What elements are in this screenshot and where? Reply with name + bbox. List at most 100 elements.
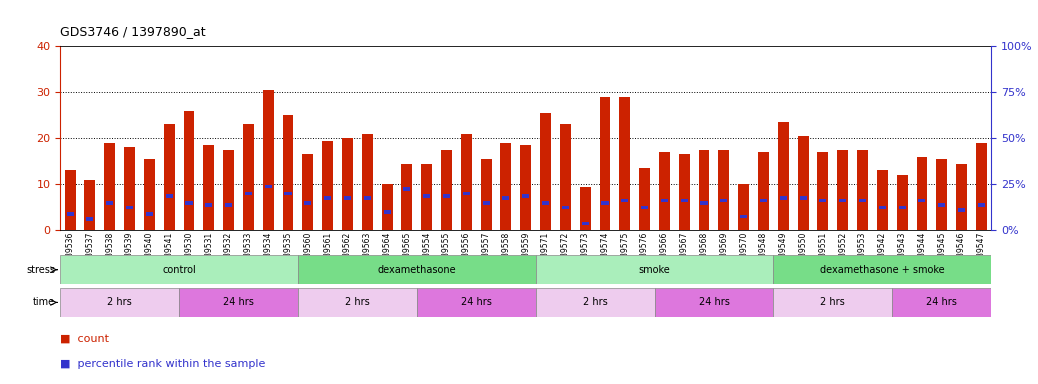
Bar bbox=[84, 180, 95, 230]
Bar bbox=[838, 150, 848, 230]
Bar bbox=[383, 210, 390, 214]
Bar bbox=[859, 199, 866, 202]
Bar bbox=[641, 205, 648, 209]
Bar bbox=[956, 164, 967, 230]
Text: 2 hrs: 2 hrs bbox=[345, 297, 370, 308]
Bar bbox=[601, 201, 608, 205]
Bar bbox=[421, 164, 432, 230]
Bar bbox=[536, 288, 655, 317]
Bar bbox=[661, 199, 668, 202]
Bar bbox=[639, 168, 650, 230]
Bar bbox=[976, 143, 987, 230]
Bar bbox=[520, 145, 531, 230]
Bar bbox=[655, 288, 773, 317]
Bar bbox=[304, 201, 311, 205]
Bar bbox=[679, 154, 689, 230]
Bar bbox=[424, 194, 430, 198]
Text: 2 hrs: 2 hrs bbox=[107, 297, 132, 308]
Bar bbox=[740, 215, 747, 218]
Text: 2 hrs: 2 hrs bbox=[820, 297, 845, 308]
Bar bbox=[206, 203, 213, 207]
Bar bbox=[402, 164, 412, 230]
Bar bbox=[897, 175, 907, 230]
Bar bbox=[773, 255, 991, 284]
Bar bbox=[797, 136, 809, 230]
Bar bbox=[245, 192, 252, 195]
Bar bbox=[777, 122, 789, 230]
Bar bbox=[60, 288, 180, 317]
Text: dexamethasone: dexamethasone bbox=[378, 265, 456, 275]
Text: ■  count: ■ count bbox=[60, 334, 109, 344]
Bar bbox=[559, 124, 571, 230]
Bar bbox=[500, 143, 512, 230]
Bar bbox=[522, 194, 529, 198]
Text: GDS3746 / 1397890_at: GDS3746 / 1397890_at bbox=[60, 25, 206, 38]
Bar bbox=[917, 157, 927, 230]
Text: ■  percentile rank within the sample: ■ percentile rank within the sample bbox=[60, 359, 266, 369]
Bar bbox=[203, 145, 214, 230]
Text: 24 hrs: 24 hrs bbox=[926, 297, 957, 308]
Bar bbox=[659, 152, 670, 230]
Bar bbox=[144, 159, 155, 230]
Bar bbox=[382, 184, 392, 230]
Bar bbox=[106, 201, 113, 205]
Bar bbox=[780, 196, 787, 200]
Text: stress: stress bbox=[26, 265, 55, 275]
Bar bbox=[899, 205, 906, 209]
Bar bbox=[302, 154, 313, 230]
Bar bbox=[60, 255, 298, 284]
Bar bbox=[298, 255, 536, 284]
Bar bbox=[223, 150, 234, 230]
Bar bbox=[758, 152, 769, 230]
Bar bbox=[773, 288, 893, 317]
Bar bbox=[225, 203, 233, 207]
Bar bbox=[877, 170, 887, 230]
Bar bbox=[64, 170, 76, 230]
Bar bbox=[502, 196, 510, 200]
Bar bbox=[324, 196, 331, 200]
Bar bbox=[86, 217, 93, 221]
Bar bbox=[342, 138, 353, 230]
Bar bbox=[818, 152, 828, 230]
Bar bbox=[417, 288, 536, 317]
Bar bbox=[145, 212, 153, 216]
Bar bbox=[819, 199, 826, 202]
Bar bbox=[166, 194, 172, 198]
Bar bbox=[620, 97, 630, 230]
Bar bbox=[298, 288, 417, 317]
Bar bbox=[718, 150, 730, 230]
Bar bbox=[919, 199, 926, 202]
Bar bbox=[738, 184, 749, 230]
Bar bbox=[164, 124, 174, 230]
Bar bbox=[540, 113, 551, 230]
Bar bbox=[180, 288, 298, 317]
Bar bbox=[184, 111, 194, 230]
Bar bbox=[799, 196, 807, 200]
Bar bbox=[701, 201, 708, 205]
Bar bbox=[536, 255, 773, 284]
Text: control: control bbox=[162, 265, 196, 275]
Text: 24 hrs: 24 hrs bbox=[223, 297, 254, 308]
Bar bbox=[938, 203, 946, 207]
Bar bbox=[720, 199, 728, 202]
Bar bbox=[893, 288, 991, 317]
Bar bbox=[263, 90, 274, 230]
Bar bbox=[562, 205, 569, 209]
Bar bbox=[760, 199, 767, 202]
Bar bbox=[265, 185, 272, 189]
Bar bbox=[936, 159, 948, 230]
Bar bbox=[282, 115, 294, 230]
Bar bbox=[542, 201, 549, 205]
Bar bbox=[483, 201, 490, 205]
Bar bbox=[481, 159, 492, 230]
Bar bbox=[958, 208, 965, 212]
Bar bbox=[322, 141, 333, 230]
Bar bbox=[879, 205, 885, 209]
Text: smoke: smoke bbox=[638, 265, 671, 275]
Bar bbox=[344, 196, 351, 200]
Bar bbox=[839, 199, 846, 202]
Bar bbox=[186, 201, 192, 205]
Bar bbox=[443, 194, 450, 198]
Bar bbox=[126, 205, 133, 209]
Bar bbox=[461, 134, 471, 230]
